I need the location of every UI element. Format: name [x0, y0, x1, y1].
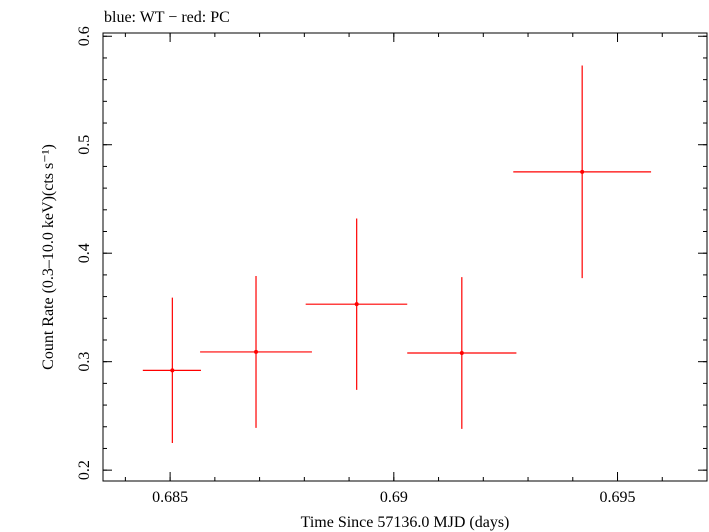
y-tick-label: 0.6: [76, 26, 93, 46]
data-marker: [459, 351, 464, 355]
chart-title: blue: WT − red: PC: [104, 9, 230, 26]
x-tick-label: 0.69: [380, 489, 408, 506]
data-point: [142, 297, 201, 444]
y-tick-label: 0.3: [76, 352, 93, 372]
plot-frame: [102, 32, 708, 482]
data-series-pc: [142, 65, 652, 444]
x-axis-label: Time Since 57136.0 MJD (days): [301, 514, 510, 531]
data-point: [305, 218, 408, 390]
y-axis: 0.2 0.3 0.4 0.5 0.6: [76, 26, 707, 480]
y-tick-label: 0.5: [76, 135, 93, 155]
y-tick-label: 0.2: [76, 460, 93, 480]
x-tick-label: 0.695: [600, 489, 636, 506]
y-tick-label: 0.4: [76, 243, 93, 263]
data-point: [513, 65, 652, 279]
data-marker: [170, 368, 175, 373]
x-tick-label: 0.685: [152, 489, 188, 506]
data-marker: [254, 349, 259, 354]
x-axis: 0.685 0.69 0.695: [124, 33, 708, 506]
data-marker: [354, 302, 359, 307]
data-point: [200, 275, 312, 428]
data-point: [407, 277, 517, 429]
y-axis-label: Count Rate (0.3–10.0 keV)(cts s⁻¹): [40, 144, 57, 370]
data-marker: [580, 169, 585, 174]
